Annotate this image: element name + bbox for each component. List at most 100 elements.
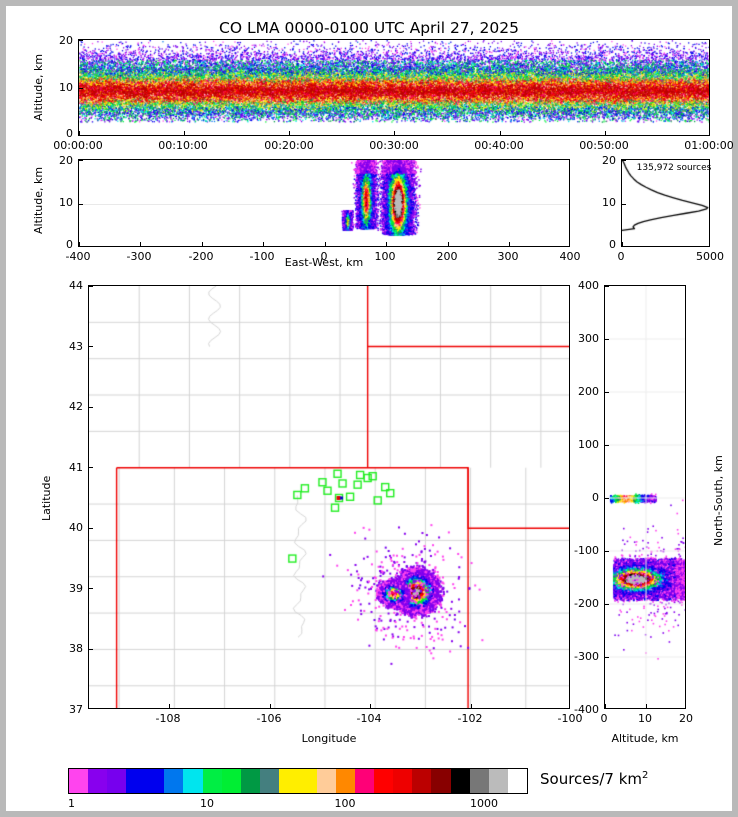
p4-ylabel: Latitude <box>40 475 53 521</box>
p4-ytick-42: 42 <box>69 400 83 413</box>
p4-ytick-37: 37 <box>69 703 83 716</box>
p2-xtick-3: -100 <box>249 250 275 263</box>
colorbar-swatch-2 <box>107 769 127 793</box>
p2-xtick-0: -400 <box>65 250 91 263</box>
p1-xtick-6: 01:00:00 <box>684 139 734 152</box>
tick <box>140 242 141 246</box>
p5-ytick-0: 0 <box>592 491 599 504</box>
p1-ytick-0: 0 <box>66 127 73 140</box>
tick <box>394 131 395 135</box>
colorbar-tick-1000: 1000 <box>470 797 498 810</box>
colorbar-swatch-5 <box>164 769 184 793</box>
tick <box>605 131 606 135</box>
p5-xtick-0: 0 <box>600 712 608 725</box>
colorbar-swatch-9 <box>240 769 260 793</box>
colorbar-swatch-8 <box>221 769 241 793</box>
colorbar-label-exponent: 2 <box>642 770 649 781</box>
tick <box>509 242 510 246</box>
panel-eastwest-height <box>78 159 570 247</box>
p1-xtick-4: 00:40:00 <box>474 139 524 152</box>
colorbar-swatch-19 <box>431 769 451 793</box>
p4-ytick-39: 39 <box>69 582 83 595</box>
p5-ytick-300: 300 <box>578 332 599 345</box>
tick <box>89 346 93 347</box>
tick <box>622 242 623 246</box>
p1-ylabel: Altitude, km <box>32 53 45 121</box>
tick <box>622 160 626 161</box>
colorbar-swatch-15 <box>355 769 375 793</box>
colorbar-label-text: Sources/7 km <box>540 770 642 788</box>
tick <box>79 160 83 161</box>
p5-xtick-10: 10 <box>638 712 652 725</box>
colorbar-swatch-10 <box>259 769 279 793</box>
tick <box>605 657 609 658</box>
tick <box>448 242 449 246</box>
p1-ytick-20: 20 <box>59 34 73 47</box>
p5-ytick-m300: -300 <box>574 650 599 663</box>
p4-xtick-104: -104 <box>356 712 382 725</box>
colorbar-swatch-18 <box>412 769 432 793</box>
p2-xtick-2: -200 <box>188 250 214 263</box>
colorbar-swatch-13 <box>317 769 337 793</box>
p2-xtick-6: 200 <box>436 250 458 263</box>
p2-xtick-8: 400 <box>559 250 581 263</box>
tick <box>89 467 93 468</box>
panel-plan-view-map <box>88 285 570 709</box>
tick <box>325 242 326 246</box>
colorbar-swatch-16 <box>374 769 394 793</box>
p4-xtick-106: -106 <box>256 712 282 725</box>
altitude-northsouth-scatter <box>605 286 685 708</box>
p5-xtick-20: 20 <box>679 712 693 725</box>
colorbar-swatch-0 <box>69 769 89 793</box>
source-count-label: 135,972 sources <box>636 163 712 173</box>
p1-xtick-2: 00:20:00 <box>264 139 314 152</box>
colorbar-swatch-3 <box>126 769 146 793</box>
colorbar-swatch-6 <box>183 769 203 793</box>
tick <box>79 242 80 246</box>
tick <box>89 286 93 287</box>
p4-xlabel: Longitude <box>301 732 357 745</box>
eastwest-height-scatter <box>79 160 569 246</box>
tick <box>646 704 647 708</box>
p4-xtick-108: -108 <box>155 712 181 725</box>
tick <box>605 498 609 499</box>
p5-xlabel: Altitude, km <box>611 732 679 745</box>
colorbar-swatch-4 <box>145 769 165 793</box>
p4-ytick-44: 44 <box>69 279 83 292</box>
colorbar-swatch-21 <box>469 769 489 793</box>
p3-ytick-20: 20 <box>602 154 616 167</box>
p3-ytick-0: 0 <box>609 238 616 251</box>
colorbar-tick-1: 1 <box>68 797 75 810</box>
p1-ytick-10: 10 <box>59 81 73 94</box>
tick <box>202 242 203 246</box>
colorbar-swatch-20 <box>450 769 470 793</box>
p1-xtick-1: 00:10:00 <box>158 139 208 152</box>
tick <box>79 204 83 205</box>
altitude-histogram-curve <box>622 160 709 246</box>
tick <box>622 204 626 205</box>
p2-xtick-4: 0 <box>320 250 328 263</box>
p5-ytick-m400: -400 <box>574 703 599 716</box>
tick <box>89 649 93 650</box>
tick <box>89 407 93 408</box>
page-title: CO LMA 0000-0100 UTC April 27, 2025 <box>219 19 519 37</box>
tick <box>79 88 83 89</box>
panel-time-height <box>78 39 710 136</box>
tick <box>89 588 93 589</box>
tick <box>605 445 609 446</box>
p3-xtick-0: 0 <box>617 250 625 263</box>
p1-xtick-0: 00:00:00 <box>53 139 103 152</box>
colorbar-swatch-22 <box>488 769 508 793</box>
p4-xtick-100: -100 <box>557 712 583 725</box>
colorbar[interactable] <box>68 768 528 794</box>
p2-ytick-10: 10 <box>59 196 73 209</box>
tick <box>89 528 93 529</box>
p4-ytick-38: 38 <box>69 642 83 655</box>
colorbar-swatch-14 <box>336 769 356 793</box>
colorbar-label: Sources/7 km2 <box>540 770 648 788</box>
p2-ytick-20: 20 <box>59 154 73 167</box>
p2-xtick-1: -300 <box>126 250 152 263</box>
colorbar-swatch-7 <box>202 769 222 793</box>
colorbar-swatch-1 <box>88 769 108 793</box>
p1-xtick-5: 00:50:00 <box>579 139 629 152</box>
